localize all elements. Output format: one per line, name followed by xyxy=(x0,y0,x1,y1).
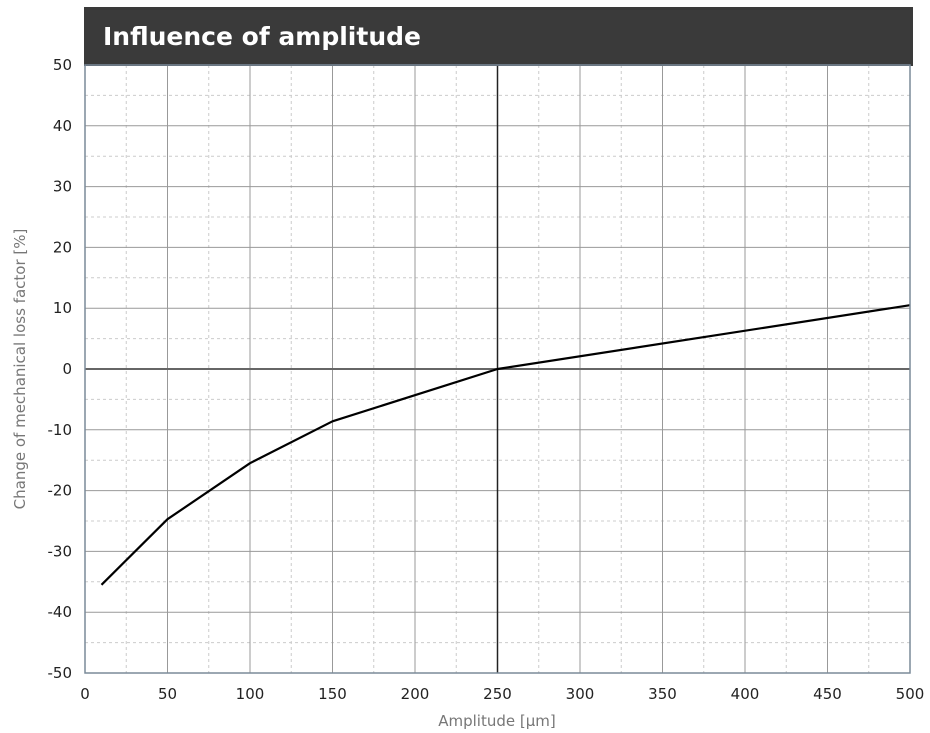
x-tick-label: 150 xyxy=(318,685,347,703)
y-tick-label: -20 xyxy=(48,482,73,500)
chart-title: Influence of amplitude xyxy=(103,22,421,51)
x-tick-label: 0 xyxy=(80,685,90,703)
series-line xyxy=(100,304,911,586)
x-axis-label: Amplitude [µm] xyxy=(438,712,556,730)
y-tick-label: -50 xyxy=(48,664,73,682)
series xyxy=(100,304,911,586)
y-tick-labels: 50 40 30 20 10 0 -10 -20 -30 -40 -50 xyxy=(48,56,73,682)
y-tick-label: -40 xyxy=(48,603,73,621)
y-tick-label: 0 xyxy=(62,360,72,378)
y-tick-label: 40 xyxy=(53,117,72,135)
y-tick-label: 30 xyxy=(53,178,72,196)
y-tick-label: 20 xyxy=(53,238,72,256)
x-tick-label: 50 xyxy=(158,685,177,703)
x-tick-label: 500 xyxy=(896,685,925,703)
x-tick-labels: 0 50 100 150 200 250 300 350 400 450 500 xyxy=(80,685,924,703)
x-tick-label: 250 xyxy=(483,685,512,703)
x-tick-label: 100 xyxy=(236,685,265,703)
y-tick-label: 10 xyxy=(53,299,72,317)
x-tick-label: 400 xyxy=(731,685,760,703)
y-axis-label: Change of mechanical loss factor [%] xyxy=(11,229,29,510)
x-tick-label: 200 xyxy=(401,685,430,703)
y-tick-label: -10 xyxy=(48,421,73,439)
title-bar xyxy=(84,7,913,66)
y-tick-label: 50 xyxy=(53,56,72,74)
x-tick-label: 300 xyxy=(566,685,595,703)
plot-frame xyxy=(84,64,911,674)
x-tick-label: 450 xyxy=(813,685,842,703)
x-tick-label: 350 xyxy=(648,685,677,703)
y-tick-label: -30 xyxy=(48,542,73,560)
